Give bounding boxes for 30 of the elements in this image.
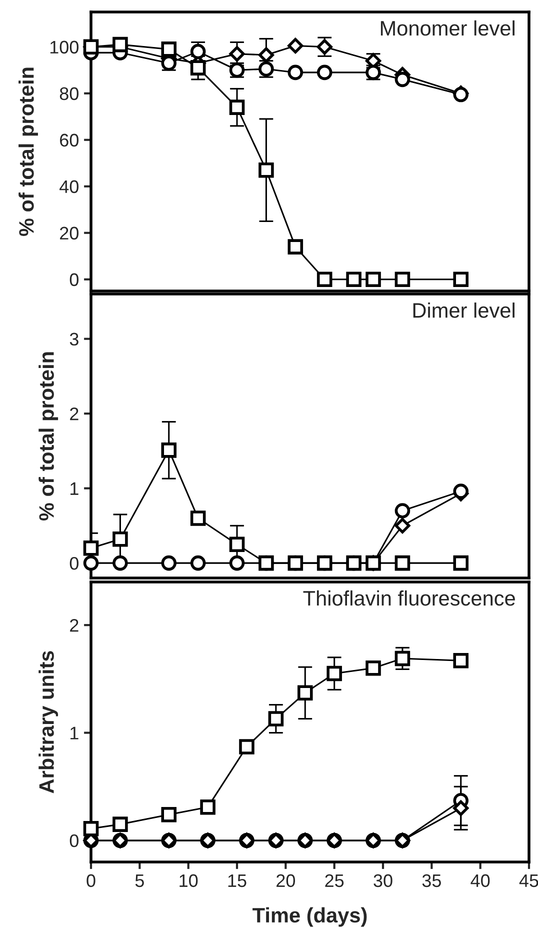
annotation: Monomer level: [380, 20, 514, 36]
x-tick-label: 0: [86, 874, 96, 888]
y-tick-label: 20: [60, 226, 78, 240]
x-tick-label: 5: [135, 874, 144, 888]
x-tick-label: 20: [276, 874, 296, 888]
annotation: Thioflavin fluorescence: [303, 590, 515, 606]
y-axis-title: Arbitrary units: [38, 651, 58, 794]
x-tick-label: 25: [325, 874, 344, 888]
y-tick-label: 2: [70, 408, 78, 420]
x-tick-label: 15: [228, 874, 246, 888]
y-tick-label: 0: [70, 556, 78, 570]
y-axis-title: % of total protein: [38, 352, 58, 521]
y-tick-label: 3: [70, 332, 78, 346]
y-tick-label: 2: [70, 619, 78, 632]
y-tick-label: 1: [70, 482, 78, 495]
x-tick-label: 35: [422, 874, 441, 888]
y-tick-label: 1: [70, 726, 78, 740]
y-tick-label: 100: [50, 40, 78, 54]
y-tick-label: 0: [70, 273, 78, 286]
y-tick-label: 80: [60, 87, 78, 100]
x-tick-label: 40: [470, 874, 490, 888]
x-tick-label: 30: [374, 874, 392, 888]
y-tick-label: 40: [60, 180, 78, 194]
y-tick-label: 0: [70, 834, 78, 848]
x-tick-label: 10: [180, 874, 198, 888]
y-axis-title: % of total protein: [18, 68, 38, 236]
x-tick-label: 45: [519, 874, 538, 888]
x-axis-title: Time (days): [252, 907, 367, 927]
annotation: Dimer level: [413, 302, 514, 318]
y-tick-label: 60: [60, 134, 78, 147]
